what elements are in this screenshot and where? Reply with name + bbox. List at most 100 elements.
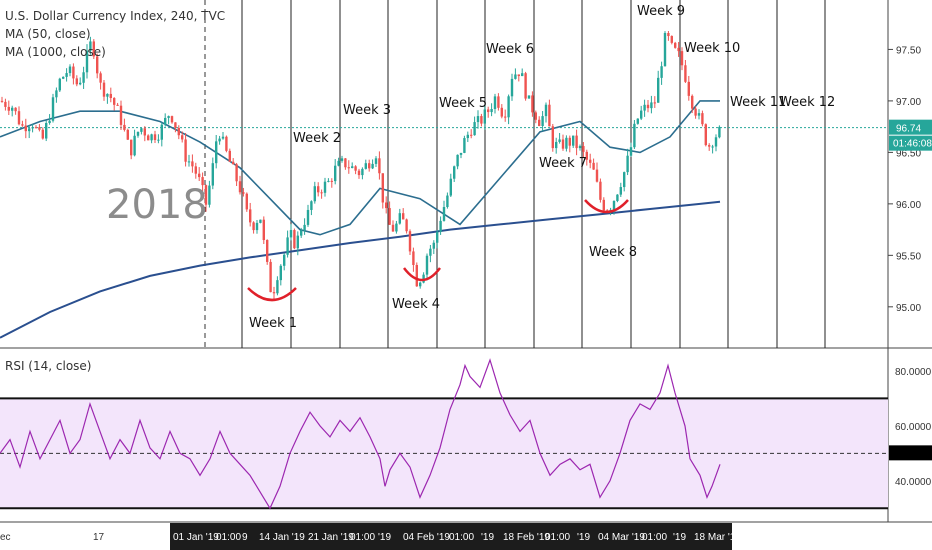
candle-body	[490, 109, 493, 113]
candle-body	[11, 107, 14, 111]
candle-body	[493, 96, 497, 110]
candle-body	[466, 134, 469, 139]
week-label: Week 5	[439, 96, 487, 111]
candle-body	[381, 173, 384, 203]
price-tick-label: 95.00	[896, 303, 921, 314]
candle-body	[446, 195, 449, 208]
candle-body	[708, 145, 711, 147]
candle-body	[405, 219, 408, 232]
candle-body	[62, 76, 65, 79]
candle-body	[113, 98, 116, 105]
candle-body	[198, 173, 201, 178]
candle-body	[255, 222, 259, 231]
candle-body	[357, 170, 361, 176]
candle-body	[320, 192, 323, 194]
candle-body	[28, 128, 31, 132]
chart-title[interactable]: U.S. Dollar Currency Index, 240, TVC	[5, 9, 225, 23]
candle-body	[510, 78, 514, 97]
candle-body	[167, 116, 170, 118]
candle-body	[391, 224, 395, 232]
time-tick-label: 17	[93, 532, 105, 543]
time-tick-label: '19	[673, 532, 686, 543]
candle-body	[232, 161, 235, 165]
candle-body	[303, 224, 306, 231]
candle-body	[334, 165, 337, 182]
rsi-tick-label: 80.0000	[895, 367, 932, 378]
candle-body	[650, 102, 653, 109]
candle-body	[653, 102, 656, 104]
candle-body	[194, 166, 197, 174]
candle-body	[439, 220, 442, 232]
candle-body	[181, 135, 184, 140]
candle-body	[657, 77, 660, 103]
price-tick-label: 97.00	[896, 97, 921, 108]
candle-body	[595, 169, 599, 182]
legend-ma50[interactable]: MA (50, close)	[5, 27, 91, 41]
candle-body	[504, 116, 507, 118]
candle-body	[225, 136, 228, 151]
candle-body	[691, 95, 694, 109]
candle-body	[293, 230, 296, 249]
candle-body	[395, 223, 398, 232]
candle-body	[534, 112, 537, 120]
legend-ma1000[interactable]: MA (1000, close)	[5, 45, 106, 59]
candle-body	[616, 194, 619, 202]
candle-body	[561, 139, 565, 149]
candle-body	[483, 109, 486, 124]
candle-body	[96, 56, 99, 74]
candle-body	[340, 158, 344, 161]
candle-body	[211, 163, 214, 186]
candle-body	[480, 116, 483, 124]
candle-body	[218, 138, 221, 142]
week-label: Week 2	[293, 131, 341, 146]
candle-body	[704, 124, 707, 146]
candle-body	[500, 107, 503, 117]
candle-body	[667, 33, 670, 37]
candle-body	[565, 137, 568, 149]
candle-body	[629, 147, 633, 156]
time-tick-label: 9	[242, 532, 248, 543]
candle-body	[201, 177, 204, 186]
rsi-pane[interactable]: RSI (14, close) 80.000060.000050.000040.…	[0, 358, 932, 510]
candle-body	[419, 282, 422, 287]
candle-body	[58, 78, 61, 91]
candle-body	[184, 139, 187, 162]
candle-body	[300, 230, 303, 236]
candle-body	[266, 240, 269, 262]
candle-body	[17, 111, 21, 125]
candle-body	[640, 110, 643, 119]
candle-body	[204, 185, 208, 205]
candle-body	[89, 41, 92, 51]
price-axis-ticks: 97.50 97.00 96.50 96.00 95.50 95.00	[888, 45, 921, 314]
time-tick-label: 14 Jan '19	[259, 532, 305, 543]
time-tick-label: '19	[481, 532, 494, 543]
candle-body	[674, 42, 677, 48]
candle-body	[538, 119, 541, 126]
time-tick-label: ec	[0, 532, 11, 543]
time-tick-label: 18 Feb '19	[503, 532, 550, 543]
ma1000-polyline	[0, 200, 721, 339]
candle-body	[633, 123, 636, 148]
candle-body	[133, 135, 136, 156]
candle-body	[429, 248, 432, 256]
candle-body	[289, 230, 293, 238]
candle-body	[459, 152, 463, 155]
candle-body	[684, 65, 687, 82]
candle-body	[323, 181, 327, 193]
candle-body	[279, 265, 282, 281]
week-label: Week 1	[249, 316, 297, 331]
rsi-polyline	[0, 358, 721, 510]
rsi-title[interactable]: RSI (14, close)	[5, 359, 91, 373]
candle-body	[374, 158, 378, 164]
candle-body	[21, 124, 24, 126]
rsi-line	[0, 358, 721, 510]
candle-body	[476, 116, 480, 123]
candle-body	[102, 82, 106, 97]
candle-body	[514, 74, 517, 79]
candle-body	[313, 186, 316, 202]
week-label: Week 10	[684, 41, 740, 56]
candle-body	[507, 96, 510, 118]
